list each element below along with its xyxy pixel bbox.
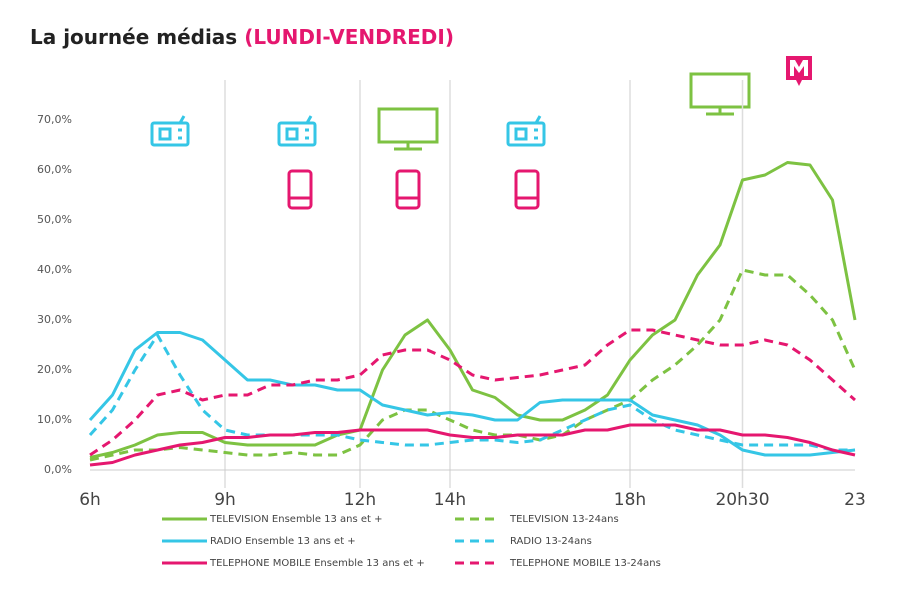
title: La journée médias	[30, 25, 237, 49]
x-tick-label: 14h	[434, 490, 466, 510]
legend-label: RADIO 13-24ans	[510, 536, 592, 547]
legend-label: TELEVISION Ensemble 13 ans et +	[209, 514, 383, 525]
legend-label: RADIO Ensemble 13 ans et +	[210, 536, 356, 547]
y-tick-label: 50,0%	[37, 213, 72, 226]
x-tick-label: 6h	[79, 490, 101, 510]
x-tick-label: 20h30	[715, 490, 769, 510]
x-tick-label: 18h	[614, 490, 646, 510]
legend-label: TELEPHONE MOBILE 13-24ans	[509, 558, 661, 569]
series-line	[88, 331, 856, 457]
legend-label: TELEVISION 13-24ans	[509, 514, 619, 525]
logo	[786, 56, 812, 86]
chart-title: La journée médias (LUNDI-VENDREDI)	[30, 25, 454, 49]
y-tick-label: 0,0%	[44, 463, 72, 476]
series-line	[89, 268, 857, 462]
x-tick-label: 9h	[214, 490, 236, 510]
series-line	[89, 423, 856, 467]
y-tick-label: 30,0%	[37, 313, 72, 326]
y-tick-label: 60,0%	[37, 163, 72, 176]
y-tick-label: 20,0%	[37, 363, 72, 376]
series-line	[89, 328, 856, 457]
y-tick-label: 70,0%	[37, 113, 72, 126]
subtitle: (LUNDI-VENDREDI)	[244, 25, 454, 49]
icons	[150, 72, 751, 210]
series-line	[88, 333, 855, 452]
y-tick-label: 10,0%	[37, 413, 72, 426]
legend-label: TELEPHONE MOBILE Ensemble 13 ans et +	[209, 558, 425, 569]
x-tick-label: 12h	[344, 490, 376, 510]
x-tick-label: 23	[844, 490, 866, 510]
y-tick-label: 40,0%	[37, 263, 72, 276]
